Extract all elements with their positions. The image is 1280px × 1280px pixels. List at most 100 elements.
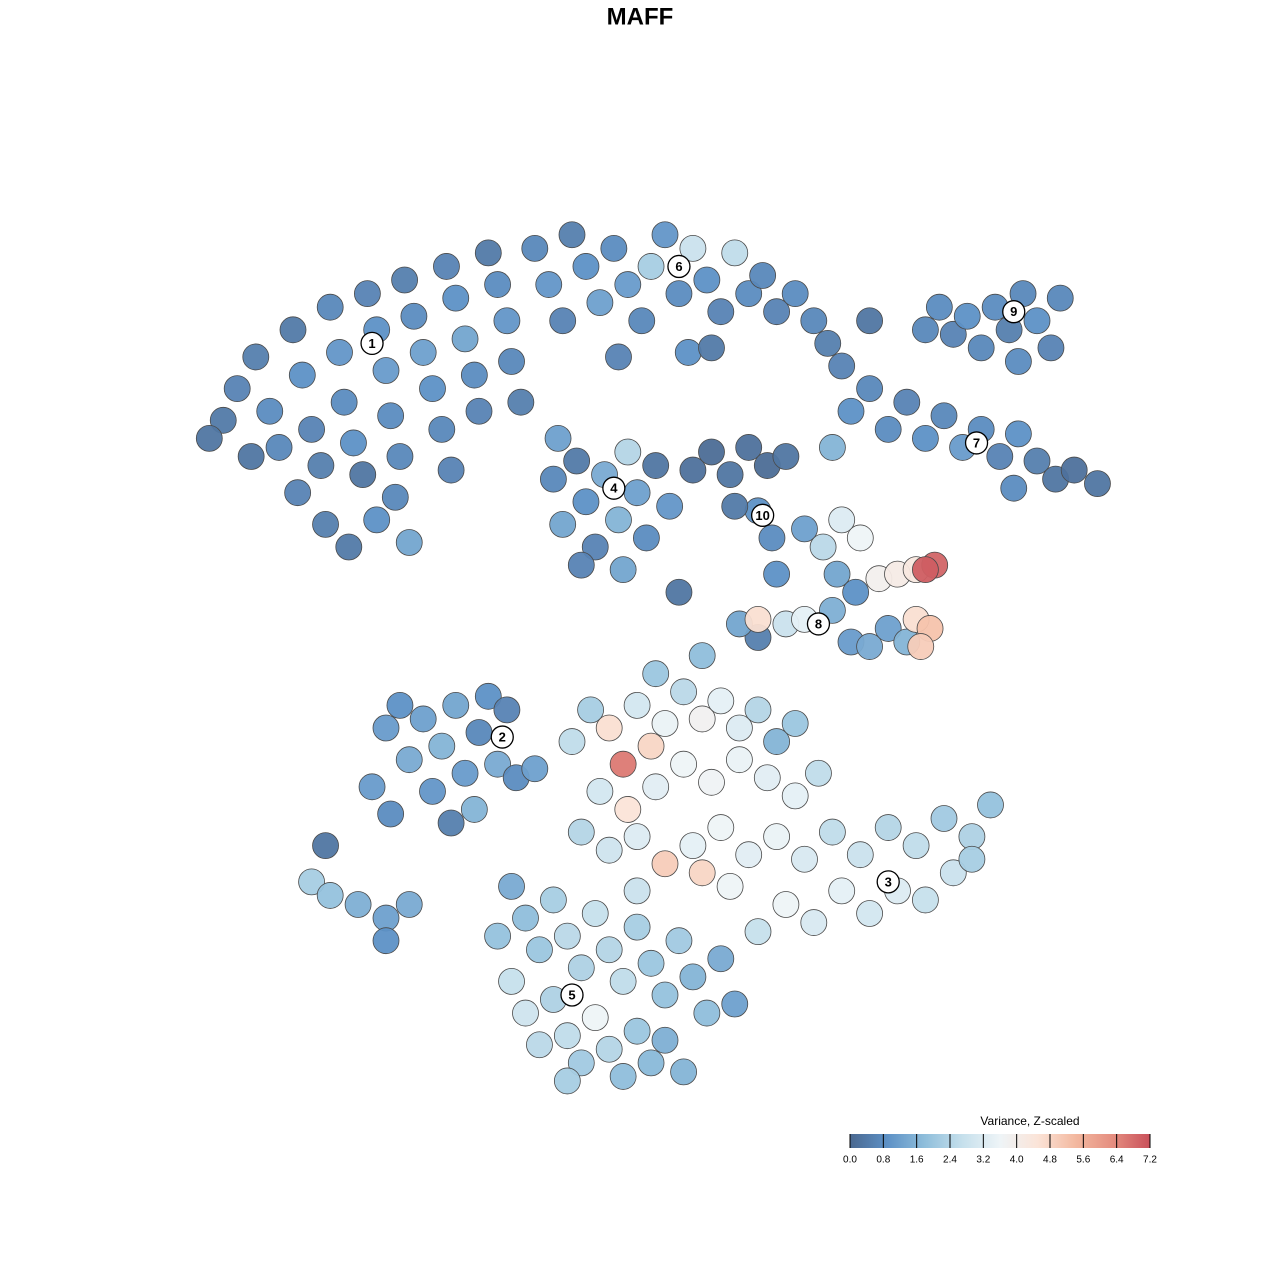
data-point (707, 945, 735, 973)
data-point (670, 678, 697, 706)
data-point (623, 691, 651, 719)
data-point (395, 529, 423, 556)
data-point (637, 949, 665, 977)
cluster-label: 9 (1010, 304, 1017, 319)
data-point (753, 764, 781, 792)
data-point (256, 397, 284, 425)
data-point (372, 927, 400, 955)
data-point (316, 293, 344, 321)
data-point (623, 877, 651, 905)
data-point (800, 909, 828, 936)
data-point (902, 832, 930, 860)
data-point (642, 452, 670, 479)
data-point (763, 298, 790, 326)
data-point (633, 524, 660, 552)
data-point (549, 307, 577, 335)
data-point (437, 809, 465, 837)
data-point (395, 891, 423, 918)
data-point (856, 633, 883, 660)
cluster-badge (360, 331, 384, 356)
data-point (442, 284, 470, 312)
data-point (856, 900, 883, 927)
data-point (930, 805, 958, 832)
data-point (679, 456, 707, 484)
data-point (409, 339, 437, 366)
data-point (716, 872, 744, 900)
data-point (846, 524, 874, 552)
data-point (688, 705, 716, 733)
data-point (874, 615, 902, 642)
data-point (698, 334, 725, 362)
data-point (567, 818, 595, 846)
data-point (609, 1063, 637, 1090)
data-point (474, 682, 502, 710)
cluster-label: 1 (368, 336, 375, 351)
data-point (312, 832, 339, 860)
colorbar-tick-label: 0.8 (876, 1155, 890, 1166)
data-point (749, 262, 777, 289)
data-point (1005, 348, 1032, 375)
data-point (856, 375, 883, 403)
data-point (526, 1031, 553, 1059)
data-point (465, 719, 493, 746)
data-point (735, 434, 763, 461)
data-point (512, 904, 539, 932)
data-point (642, 660, 670, 688)
data-point (540, 465, 567, 493)
data-point (474, 239, 502, 267)
cluster-badge (490, 725, 514, 749)
data-point (377, 402, 405, 430)
data-point (721, 492, 749, 520)
data-point (358, 773, 386, 801)
data-point (605, 506, 632, 534)
data-point (577, 696, 604, 724)
data-point (372, 357, 400, 384)
data-point (805, 759, 832, 787)
data-point (595, 714, 623, 742)
data-point (726, 714, 753, 742)
data-point (707, 687, 735, 715)
data-point (498, 872, 525, 900)
data-point (637, 732, 665, 760)
data-point (828, 506, 856, 534)
cluster-badge (876, 870, 900, 894)
cluster-badge (560, 983, 584, 1007)
data-point (409, 705, 437, 733)
data-point (842, 578, 870, 606)
data-point (800, 307, 828, 335)
data-point (637, 1049, 665, 1077)
data-point (549, 510, 577, 538)
data-point (758, 524, 786, 552)
data-point (451, 325, 479, 353)
data-point (688, 642, 716, 669)
cluster-badge (806, 612, 831, 636)
data-point (609, 556, 637, 584)
cluster-label: 7 (973, 435, 980, 450)
data-point (395, 746, 423, 774)
data-point (363, 506, 391, 534)
colorbar-tick-label: 0.0 (843, 1155, 857, 1166)
data-point (726, 746, 753, 774)
data-point (651, 710, 679, 737)
chart-title: MAFF (607, 3, 674, 30)
data-point (316, 882, 344, 909)
data-point (498, 968, 525, 995)
data-point (735, 841, 763, 869)
data-point (665, 578, 693, 606)
data-point (442, 691, 470, 719)
data-point (791, 515, 818, 543)
data-point (484, 750, 512, 778)
data-point (688, 859, 716, 887)
data-point (465, 397, 493, 425)
data-point (819, 434, 846, 461)
data-point (628, 307, 656, 335)
data-point (284, 479, 312, 507)
cluster-label: 8 (815, 616, 822, 631)
data-point (288, 361, 316, 389)
data-point (698, 438, 725, 466)
data-point (526, 936, 553, 964)
data-point (912, 316, 939, 344)
data-point (874, 814, 902, 841)
data-point (521, 755, 549, 783)
cluster-label: 6 (675, 259, 682, 274)
